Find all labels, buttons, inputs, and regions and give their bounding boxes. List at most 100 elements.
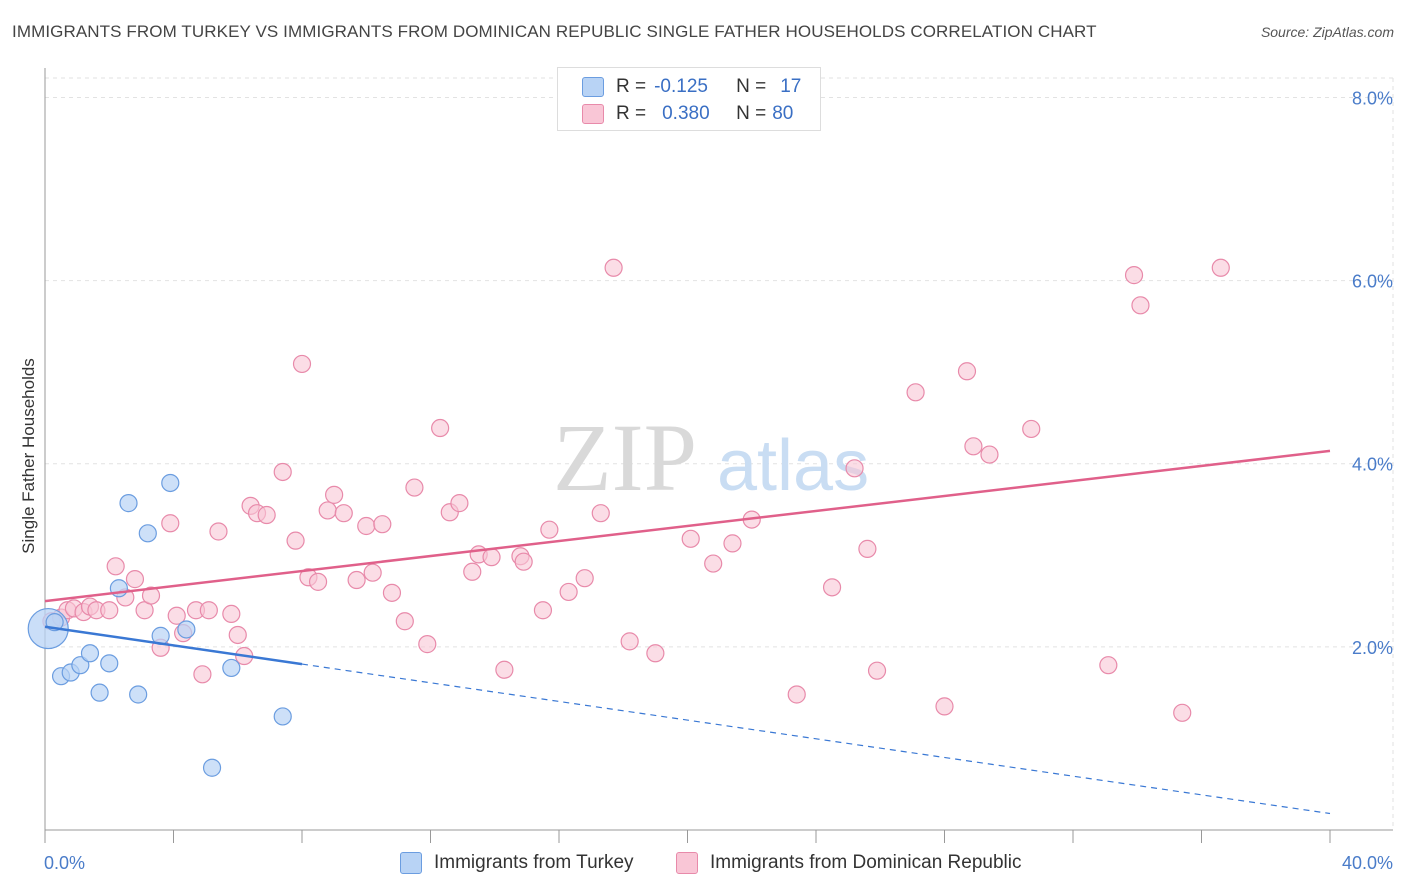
turkey-point <box>80 644 100 663</box>
dominican-republic-point <box>450 494 469 513</box>
dominican-republic-point <box>935 697 954 716</box>
y-axis-label: Single Father Households <box>19 358 38 554</box>
dominican-republic-point <box>482 548 501 567</box>
legend-n-value: 17 <box>780 76 802 97</box>
dominican-republic-point <box>681 529 700 548</box>
dominican-republic-point <box>382 583 402 602</box>
legend-r-label: R = <box>616 103 647 124</box>
axes <box>44 68 1393 843</box>
dominican-republic-point <box>357 516 376 536</box>
watermark-atlas: atlas <box>717 426 869 506</box>
dominican-republic-point <box>591 504 610 523</box>
dominican-republic-point <box>533 601 553 620</box>
dominican-republic-point <box>106 557 125 576</box>
gridlines <box>45 77 1394 830</box>
turkey-point <box>138 524 157 543</box>
y-tick-label: 6.0% <box>1352 272 1393 292</box>
turkey-point <box>71 656 90 675</box>
dominican-republic-point <box>867 661 887 680</box>
dominican-republic-point <box>620 632 639 651</box>
dominican-republic-point <box>646 644 665 663</box>
dominican-republic-point <box>957 362 977 381</box>
dominican-republic-point <box>100 601 119 620</box>
series-legend-turkey[interactable]: Immigrants from Turkey <box>400 852 634 874</box>
dominican-republic-point <box>559 582 578 602</box>
dominican-republic-point <box>604 258 623 277</box>
dominican-republic-point <box>540 520 559 539</box>
legend-swatch-turkey <box>582 77 604 97</box>
dominican-republic-point <box>463 562 482 581</box>
series-legend: Immigrants from Turkey Immigrants from D… <box>0 850 1406 880</box>
dominican-republic-point <box>273 462 292 482</box>
legend-n-label: N = <box>736 103 767 124</box>
legend-r-value: 0.380 <box>662 103 710 124</box>
turkey-point <box>222 658 241 678</box>
watermark: ZIP atlas <box>553 404 869 511</box>
x-tick-label: 40.0% <box>1342 853 1393 873</box>
dominican-republic-point <box>308 572 328 591</box>
turkey-point <box>161 473 180 493</box>
dominican-republic-point <box>980 445 999 464</box>
dominican-republic-point <box>723 534 742 553</box>
dominican-republic-point <box>704 554 723 573</box>
trend-lines <box>44 449 1331 815</box>
turkey-point <box>90 683 109 702</box>
legend-r-value: -0.125 <box>654 76 708 97</box>
dominican-republic-point <box>906 383 925 402</box>
dominican-republic-point <box>347 570 366 590</box>
dominican-republic-point <box>292 354 312 374</box>
dominican-republic-point <box>209 522 228 541</box>
correlation-legend: R = -0.125 N = 17 R = 0.380 N = 80 <box>557 67 821 131</box>
dominican-republic-point <box>363 563 382 582</box>
dominican-republic-point <box>161 514 180 533</box>
dominican-republic-point <box>418 635 437 654</box>
dominican-republic-point <box>125 570 145 589</box>
turkey-points <box>27 473 292 777</box>
y-tick-label: 8.0% <box>1352 88 1393 108</box>
dominican-republic-point <box>228 625 247 645</box>
legend-row-turkey: R = -0.125 N = 17 <box>582 74 801 100</box>
dominican-republic-point <box>373 515 392 534</box>
dominican-republic-point <box>199 601 218 620</box>
chart-title: IMMIGRANTS FROM TURKEY VS IMMIGRANTS FRO… <box>12 22 1097 41</box>
legend-n-label: N = <box>736 76 767 97</box>
turkey-trend-line-extension <box>301 663 1331 815</box>
series-legend-dominican-republic[interactable]: Immigrants from Dominican Republic <box>676 852 1022 874</box>
dominican-republic-point <box>325 485 344 504</box>
dominican-republic-point <box>1099 656 1118 675</box>
series-swatch-turkey <box>400 852 422 874</box>
series-label-dominican-republic: Immigrants from Dominican Republic <box>710 852 1022 873</box>
dominican-republic-point <box>193 665 212 684</box>
dominican-republic-point <box>845 459 864 478</box>
dominican-republic-point <box>405 478 424 497</box>
dominican-republic-point <box>1131 296 1150 315</box>
turkey-point <box>100 654 119 673</box>
legend-row-dominican-republic: R = 0.380 N = 80 <box>582 101 793 127</box>
legend-n-value: 80 <box>772 103 794 124</box>
turkey-trend-line <box>44 625 303 666</box>
dominican-republic-point <box>431 418 450 438</box>
dominican-republic-point <box>167 606 186 625</box>
dominican-republic-point <box>1124 266 1144 285</box>
y-tick-label: 2.0% <box>1352 638 1393 658</box>
y-tick-label: 4.0% <box>1352 455 1393 475</box>
turkey-point <box>273 707 292 726</box>
dominican-republic-point <box>1173 703 1192 722</box>
dominican-republic-point <box>257 505 276 525</box>
series-label-turkey: Immigrants from Turkey <box>434 852 634 873</box>
x-tick-label: 0.0% <box>44 853 85 873</box>
turkey-point <box>177 620 196 639</box>
tick-labels: 2.0% 4.0% 6.0% 8.0% 0.0% 40.0% <box>44 88 1393 873</box>
series-swatch-dominican-republic <box>676 852 698 874</box>
turkey-point <box>129 685 148 704</box>
dominican-republic-point <box>318 501 337 520</box>
dominican-republic-point <box>858 539 877 558</box>
dominican-republic-point <box>514 552 533 571</box>
dominican-republic-point <box>1211 258 1230 277</box>
turkey-point <box>202 758 222 777</box>
turkey-point <box>119 494 138 513</box>
dominican-republic-point <box>822 578 842 597</box>
legend-r-label: R = <box>616 76 647 97</box>
dominican-republic-point <box>141 586 161 605</box>
